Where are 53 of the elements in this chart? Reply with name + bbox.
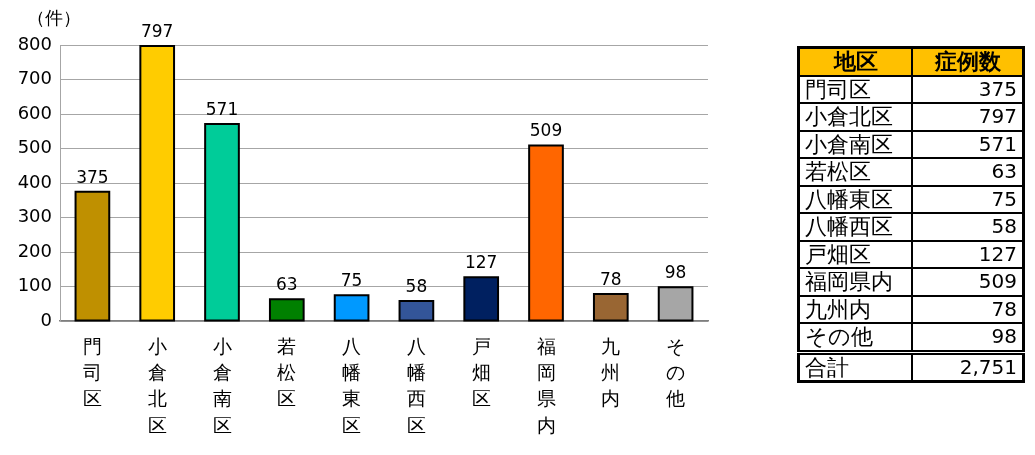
category-label: 小倉南区	[798, 130, 912, 158]
data-label: 78	[599, 269, 622, 290]
data-label: 375	[912, 75, 1024, 103]
y-tick-label: 300	[17, 205, 52, 227]
text: 地区	[798, 47, 912, 76]
data-label: 98	[664, 262, 687, 283]
y-tick-label: 600	[17, 101, 52, 123]
y-tick-label: 100	[17, 274, 52, 296]
data-label: 98	[912, 323, 1024, 352]
text: 合計	[798, 352, 912, 382]
category-label: 八幡東区	[798, 185, 912, 213]
text: 2,751	[912, 352, 1024, 382]
y-axis-title: （件）	[27, 6, 81, 28]
data-label: 78	[912, 295, 1024, 323]
data-label: 63	[275, 274, 298, 295]
data-label: 127	[912, 240, 1024, 268]
data-label: 75	[912, 185, 1024, 213]
data-label: 571	[912, 130, 1024, 158]
category-label: 戸畑区	[798, 240, 912, 268]
x-tick-label: 九州内	[601, 335, 621, 410]
x-tick-label: 戸畑区	[471, 335, 491, 410]
data-label: 63	[912, 158, 1024, 186]
category-label: 福岡県内	[798, 268, 912, 296]
category-label: 九州内	[798, 295, 912, 323]
y-tick-label: 800	[17, 32, 52, 54]
category-label: 門司区	[798, 75, 912, 103]
data-label: 58	[912, 213, 1024, 241]
data-label: 509	[529, 120, 563, 141]
y-tick-label: 700	[17, 67, 52, 89]
category-label: 八幡西区	[798, 213, 912, 241]
data-label: 797	[912, 103, 1024, 131]
x-tick-label: 福岡県内	[536, 335, 556, 436]
y-tick-label: 200	[17, 239, 52, 261]
data-label: 571	[205, 98, 239, 119]
y-tick-label: 0	[40, 308, 52, 330]
data-label: 797	[140, 20, 174, 41]
category-label: 若松区	[798, 158, 912, 186]
text: 症例数	[912, 47, 1024, 76]
x-tick-label: 小倉南区	[212, 335, 232, 436]
x-tick-label: 八幡東区	[342, 335, 362, 436]
y-tick-label: 400	[17, 170, 52, 192]
y-tick-label: 500	[17, 136, 52, 158]
data-label: 75	[340, 270, 363, 291]
x-tick-label: 若松区	[277, 335, 297, 410]
x-tick-label: 小倉北区	[147, 335, 167, 436]
data-label: 127	[464, 252, 498, 273]
data-label: 58	[405, 275, 428, 296]
x-tick-label: 八幡西区	[406, 335, 426, 436]
x-tick-label: 門司区	[82, 335, 102, 410]
data-label: 509	[912, 268, 1024, 296]
data-label: 375	[76, 166, 109, 187]
category-label: 小倉北区	[798, 103, 912, 131]
x-tick-label: その他	[666, 335, 686, 410]
